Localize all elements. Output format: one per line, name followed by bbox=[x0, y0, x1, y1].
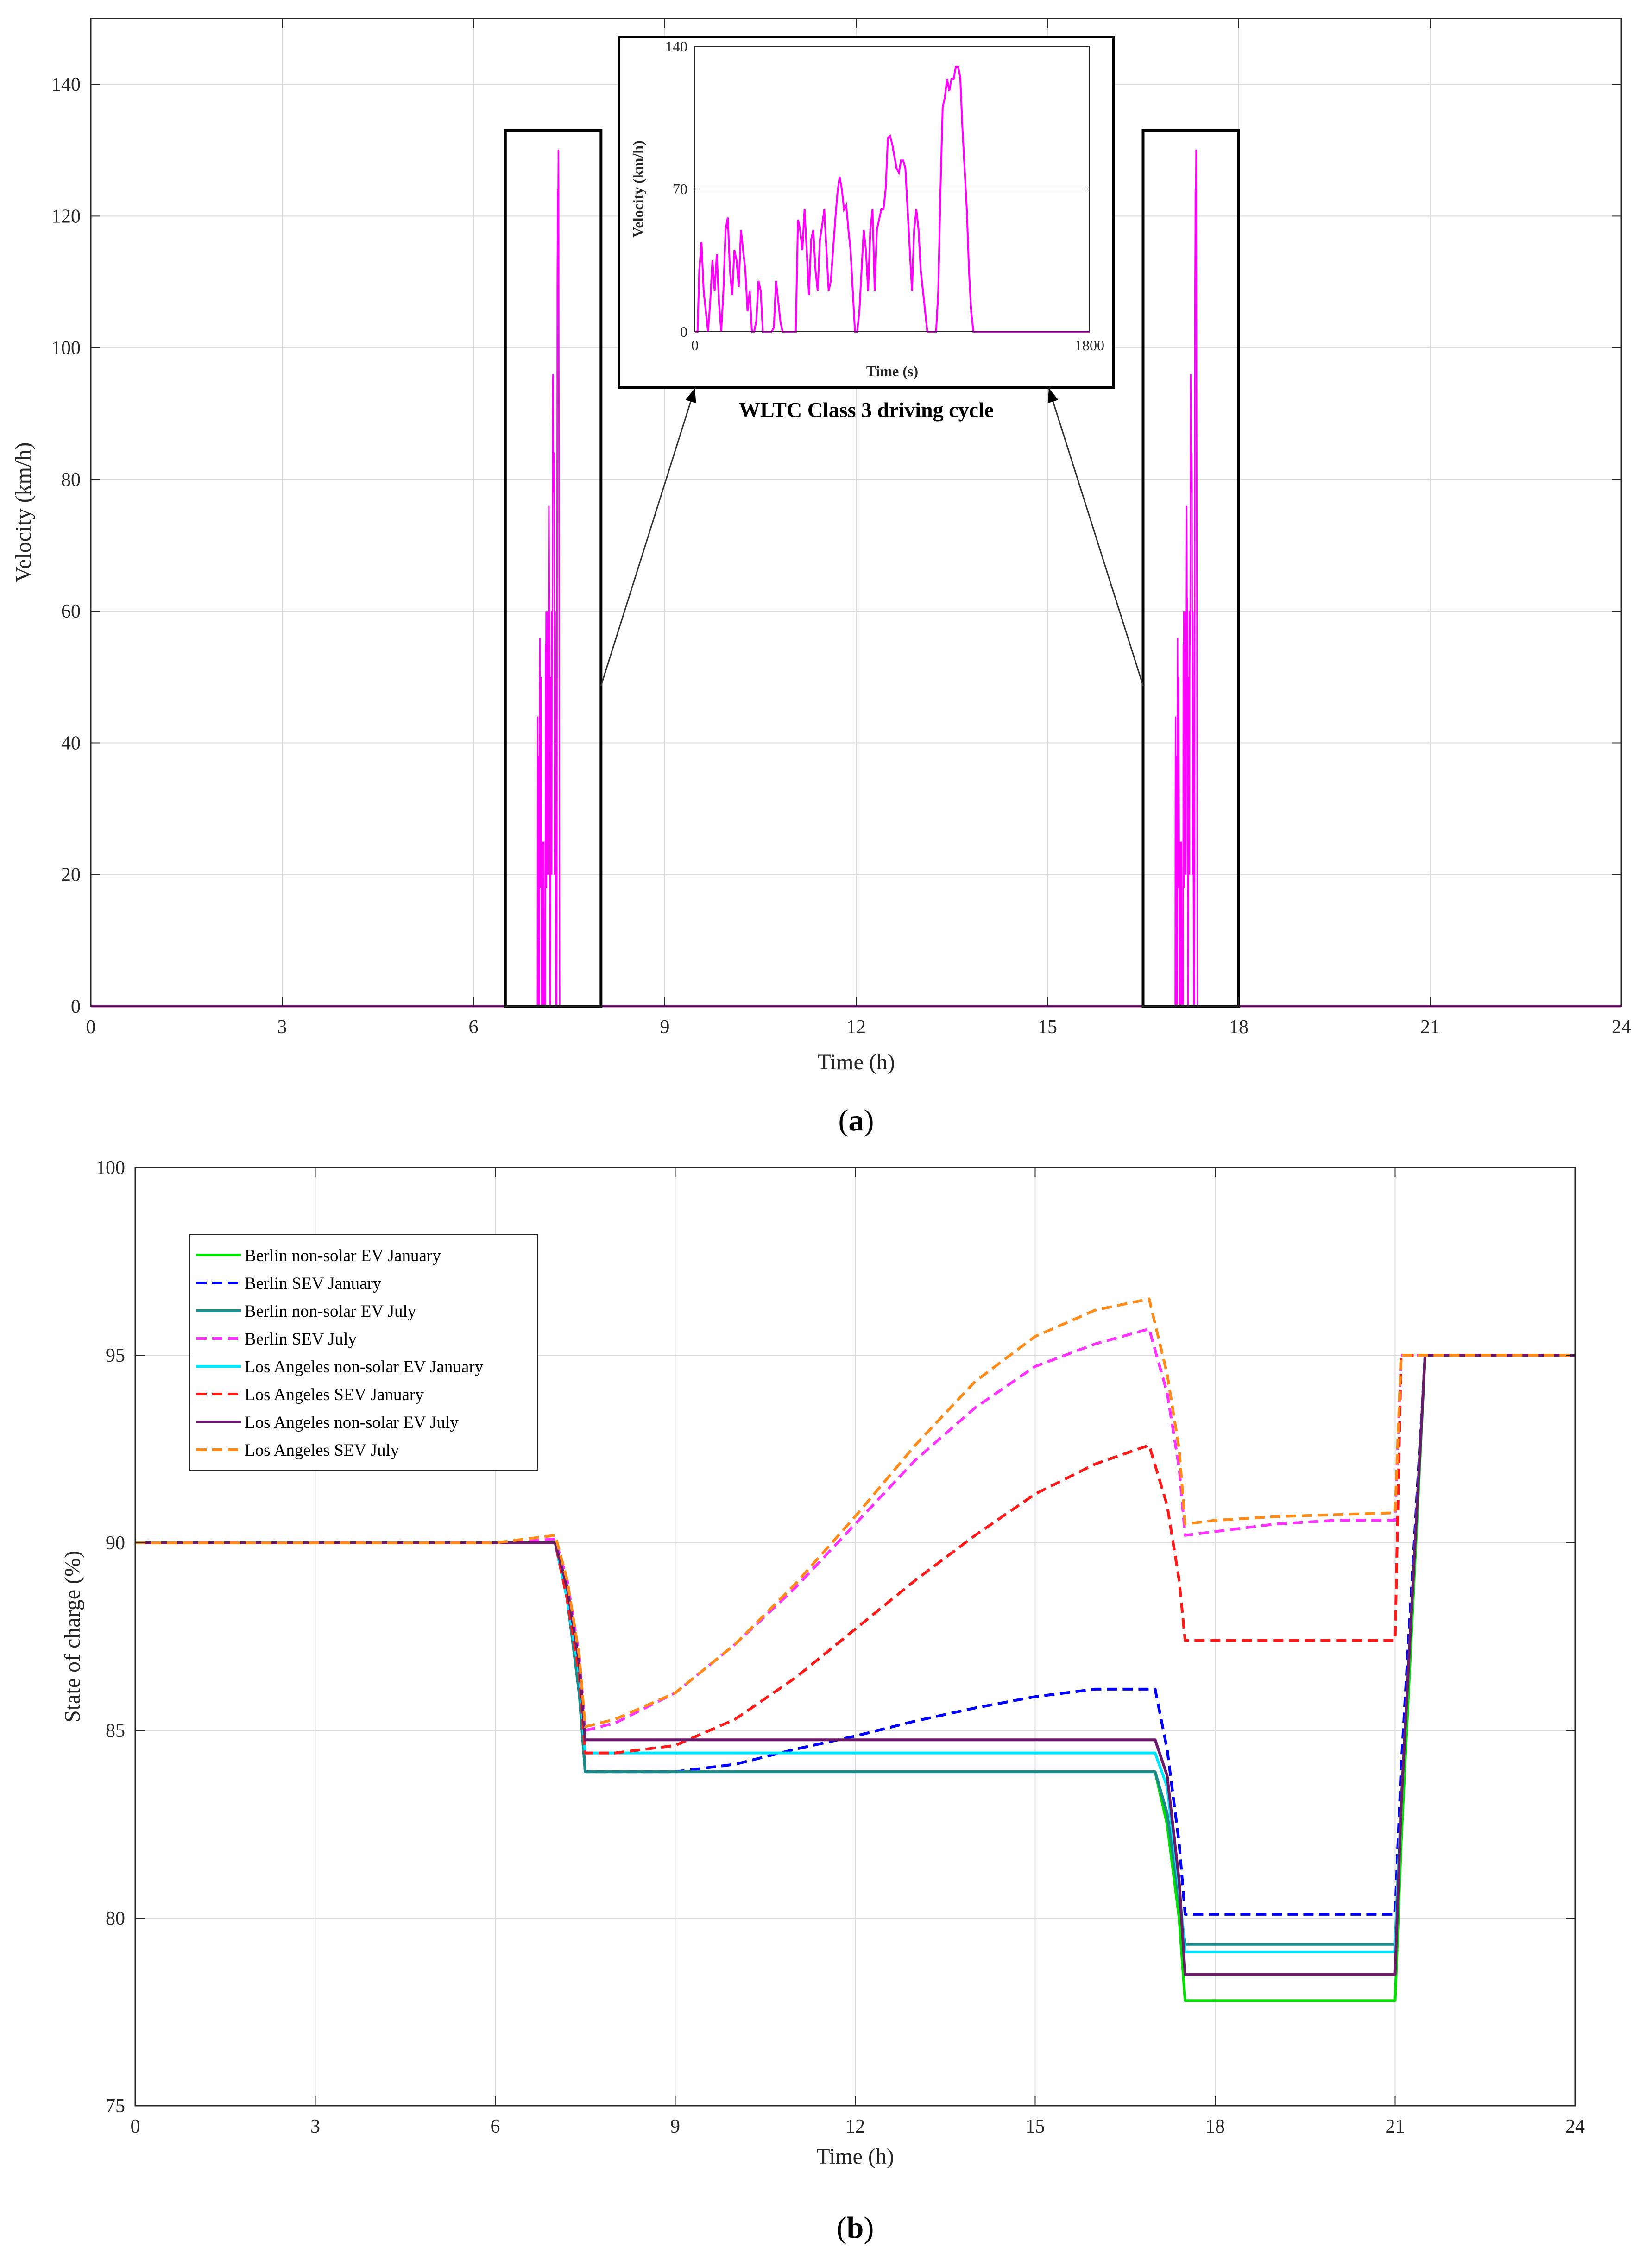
soc-y-tick-label: 100 bbox=[96, 1157, 125, 1179]
velocity-y-tick-label: 40 bbox=[61, 732, 81, 754]
velocity-y-tick-label: 120 bbox=[51, 206, 81, 227]
velocity-y-tick-label: 20 bbox=[61, 865, 81, 886]
soc-y-axis-label: State of charge (%) bbox=[60, 1551, 85, 1723]
velocity-x-tick-label: 6 bbox=[469, 1017, 479, 1038]
legend-entry-label: Berlin SEV January bbox=[245, 1274, 382, 1293]
wltc-inset-y-tick-label: 140 bbox=[665, 38, 687, 55]
panel-a-caption: (a) bbox=[839, 1104, 874, 1137]
velocity-y-axis-label: Velocity (km/h) bbox=[11, 442, 36, 583]
soc-y-tick-label: 80 bbox=[106, 1908, 125, 1929]
soc-x-tick-label: 24 bbox=[1565, 2116, 1585, 2137]
soc-ticks: 0 3 6 9 12 15 18 21 24 75 80 85 90 95 100 bbox=[96, 1157, 1585, 2137]
legend-entry-label: Los Angeles SEV January bbox=[245, 1385, 424, 1404]
velocity-x-tick-label: 18 bbox=[1229, 1017, 1248, 1038]
legend-entry-label: Berlin non-solar EV January bbox=[245, 1246, 441, 1265]
wltc-inset-border bbox=[618, 36, 1115, 389]
pointer-arrowhead bbox=[685, 388, 696, 404]
soc-x-axis-label: Time (h) bbox=[816, 2144, 894, 2169]
velocity-y-tick-label: 100 bbox=[51, 338, 81, 359]
legend-box bbox=[189, 1234, 538, 1471]
legend-entry-label: Berlin non-solar EV July bbox=[245, 1302, 416, 1321]
velocity-ticks: 0 3 6 9 12 15 18 21 24 0 20 40 60 80 100 120 140 bbox=[51, 19, 1631, 1038]
soc-series bbox=[135, 1297, 1575, 2002]
wltc-inset-y-axis-label: Velocity (km/h) bbox=[630, 140, 646, 237]
wltc-inset-y-tick-label: 0 bbox=[680, 323, 687, 340]
soc-x-tick-label: 12 bbox=[845, 2116, 865, 2137]
velocity-x-tick-label: 15 bbox=[1038, 1017, 1057, 1038]
soc-y-tick-label: 85 bbox=[106, 1720, 125, 1742]
soc-y-tick-label: 90 bbox=[106, 1533, 125, 1554]
velocity-y-tick-label: 60 bbox=[61, 601, 81, 622]
soc-x-tick-label: 9 bbox=[670, 2116, 680, 2137]
pointer-arrow-line bbox=[1048, 388, 1144, 686]
velocity-x-tick-label: 9 bbox=[660, 1017, 670, 1038]
soc-y-tick-label: 95 bbox=[106, 1345, 125, 1366]
soc-chart: 0 3 6 9 12 15 18 21 24 75 80 85 90 95 100 Time (h) Sta… bbox=[60, 1157, 1585, 2245]
velocity-y-tick-label: 140 bbox=[51, 74, 81, 95]
velocity-chart: 0 3 6 9 12 15 18 21 24 0 20 40 60 80 100 120 140 Time (h… bbox=[11, 18, 1631, 1137]
velocity-y-tick-label: 80 bbox=[61, 469, 81, 491]
panel-b-caption: (b) bbox=[837, 2211, 874, 2245]
soc-legend: Berlin non-solar EV January Berlin SEV Ja… bbox=[189, 1234, 538, 1471]
wltc-inset: 0 1800 0 70 140 Time (s) Velocity (km/h) bbox=[618, 36, 1115, 389]
soc-series-line bbox=[135, 1354, 1575, 1916]
panel-b-caption-letter: b bbox=[847, 2211, 864, 2245]
velocity-x-tick-label: 0 bbox=[86, 1017, 96, 1038]
pointer-arrow-line bbox=[600, 388, 696, 686]
velocity-x-tick-label: 12 bbox=[846, 1017, 866, 1038]
soc-series-line bbox=[135, 1297, 1575, 1728]
pointer-arrowhead bbox=[1047, 388, 1059, 404]
soc-x-tick-label: 3 bbox=[310, 2116, 320, 2137]
legend-entry-label: Berlin SEV July bbox=[245, 1330, 357, 1349]
inset-pointer-arrows bbox=[600, 388, 1144, 686]
wltc-inset-x-tick-label: 0 bbox=[691, 337, 699, 354]
panel-a-caption-letter: a bbox=[849, 1104, 864, 1137]
wltc-inset-title: WLTC Class 3 driving cycle bbox=[739, 398, 994, 422]
legend-entry-label: Los Angeles non-solar EV January bbox=[245, 1357, 484, 1376]
legend-entry-label: Los Angeles SEV July bbox=[245, 1441, 399, 1460]
wltc-inset-x-axis-label: Time (s) bbox=[866, 363, 918, 379]
velocity-x-tick-label: 3 bbox=[277, 1017, 287, 1038]
wltc-inset-ticks: 0 1800 0 70 140 bbox=[665, 38, 1104, 354]
wltc-inset-y-tick-label: 70 bbox=[673, 181, 687, 197]
soc-x-tick-label: 0 bbox=[131, 2116, 140, 2137]
soc-x-tick-label: 6 bbox=[491, 2116, 500, 2137]
velocity-x-tick-label: 24 bbox=[1612, 1017, 1631, 1038]
legend-entry-label: Los Angeles non-solar EV July bbox=[245, 1413, 459, 1432]
velocity-y-tick-label: 0 bbox=[71, 996, 81, 1017]
soc-x-tick-label: 18 bbox=[1205, 2116, 1225, 2137]
soc-x-tick-label: 21 bbox=[1386, 2116, 1405, 2137]
velocity-x-axis-label: Time (h) bbox=[817, 1050, 895, 1074]
soc-y-tick-label: 75 bbox=[106, 2096, 125, 2117]
wltc-inset-x-tick-label: 1800 bbox=[1075, 337, 1104, 354]
soc-x-tick-label: 15 bbox=[1026, 2116, 1045, 2137]
velocity-x-tick-label: 21 bbox=[1420, 1017, 1440, 1038]
soc-series-line bbox=[135, 1354, 1575, 1755]
